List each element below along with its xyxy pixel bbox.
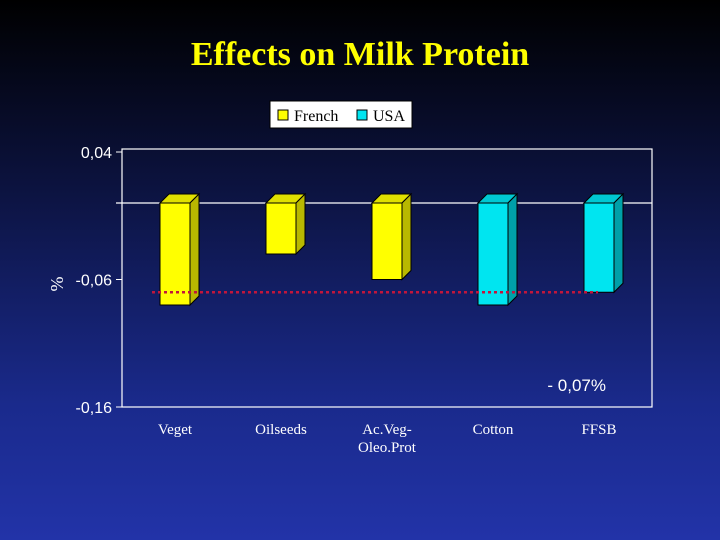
y-tick-label: 0,04 [81,145,112,162]
y-ticks: 0,04 -0,06 -0,16 [76,145,652,417]
bars [158,192,625,307]
x-tick-label: FFSB [581,422,616,438]
bar-front-face [477,202,509,306]
bar-side-face [295,192,306,256]
bar-0 [158,192,201,307]
x-tick-label: Oilseeds [255,422,307,438]
bar-front-face [371,202,403,280]
bar-side-face [507,192,518,307]
legend-label-french: French [294,108,338,125]
y-tick-label: -0,06 [76,273,113,290]
legend-swatch-french [277,109,289,121]
plot-area [121,148,653,408]
bar-1 [264,192,307,256]
bar-3 [476,192,519,307]
legend-swatch-usa [356,109,368,121]
legend-box [269,100,413,129]
bar-side-face [613,192,624,294]
x-tick-label: Ac.Veg-Oleo.Prot [358,422,417,456]
bar-front-face [583,202,615,293]
bar-2 [370,192,413,281]
y-axis-label: % [47,277,67,292]
x-tick-labels: Veget Oilseeds Ac.Veg-Oleo.Prot Cotton FFSB [158,422,617,456]
slide-title: Effects on Milk Protein [190,36,530,73]
x-tick-label: Cotton [473,422,514,438]
bar-4 [582,192,625,294]
legend: French USA [269,100,413,129]
legend-label-usa: USA [373,108,405,125]
bar-side-face [189,192,200,307]
x-tick-label: Veget [158,422,193,438]
bar-front-face [265,202,297,255]
y-tick-label: -0,16 [76,400,113,417]
bar-side-face [401,192,412,281]
bar-front-face [159,202,191,306]
reference-line-label: - 0,07% [547,376,606,395]
